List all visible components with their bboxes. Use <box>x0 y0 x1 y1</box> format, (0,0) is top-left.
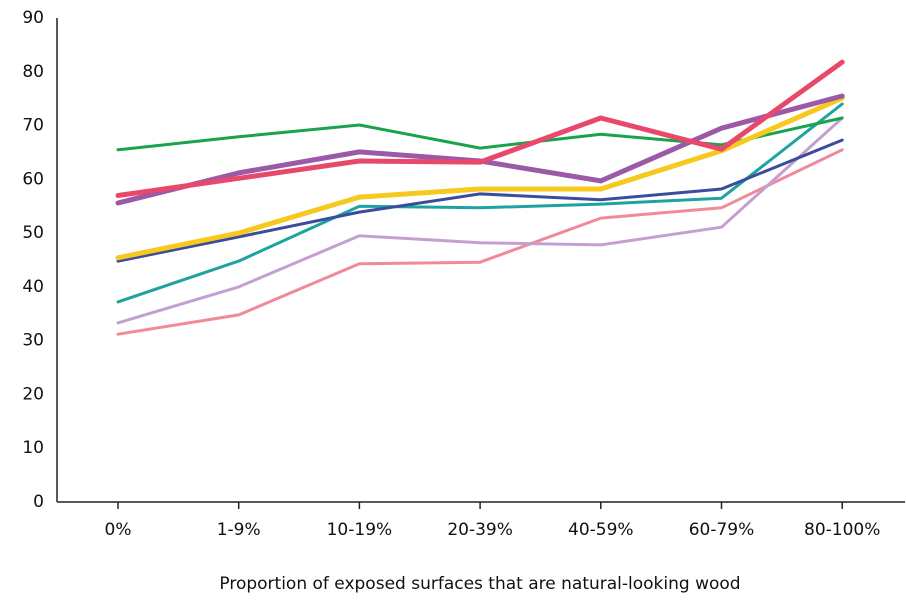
x-tick-label: 20-39% <box>447 520 513 540</box>
y-tick-label: 40 <box>22 277 44 297</box>
x-axis-title: Proportion of exposed surfaces that are … <box>219 574 740 594</box>
y-tick-label: 10 <box>22 438 44 458</box>
x-tick-label: 80-100% <box>804 520 880 540</box>
y-tick-label: 60 <box>22 169 44 189</box>
series-line <box>116 138 844 263</box>
series-line <box>116 148 844 336</box>
series-line <box>115 59 845 198</box>
y-tick-label: 80 <box>22 62 44 82</box>
y-tick-label: 70 <box>22 116 44 136</box>
y-tick-label: 0 <box>33 492 44 512</box>
y-tick-label: 50 <box>22 223 44 243</box>
y-tick-label: 90 <box>22 8 44 28</box>
x-tick-label: 10-19% <box>327 520 393 540</box>
x-tick-label: 1-9% <box>217 520 261 540</box>
y-tick-label: 30 <box>22 331 44 351</box>
x-tick-label: 60-79% <box>689 520 755 540</box>
x-tick-label: 40-59% <box>568 520 634 540</box>
x-tick-label: 0% <box>105 520 132 540</box>
series-line <box>116 116 844 325</box>
y-tick-label: 20 <box>22 384 44 404</box>
series-line <box>116 116 844 152</box>
series-line <box>116 102 844 304</box>
